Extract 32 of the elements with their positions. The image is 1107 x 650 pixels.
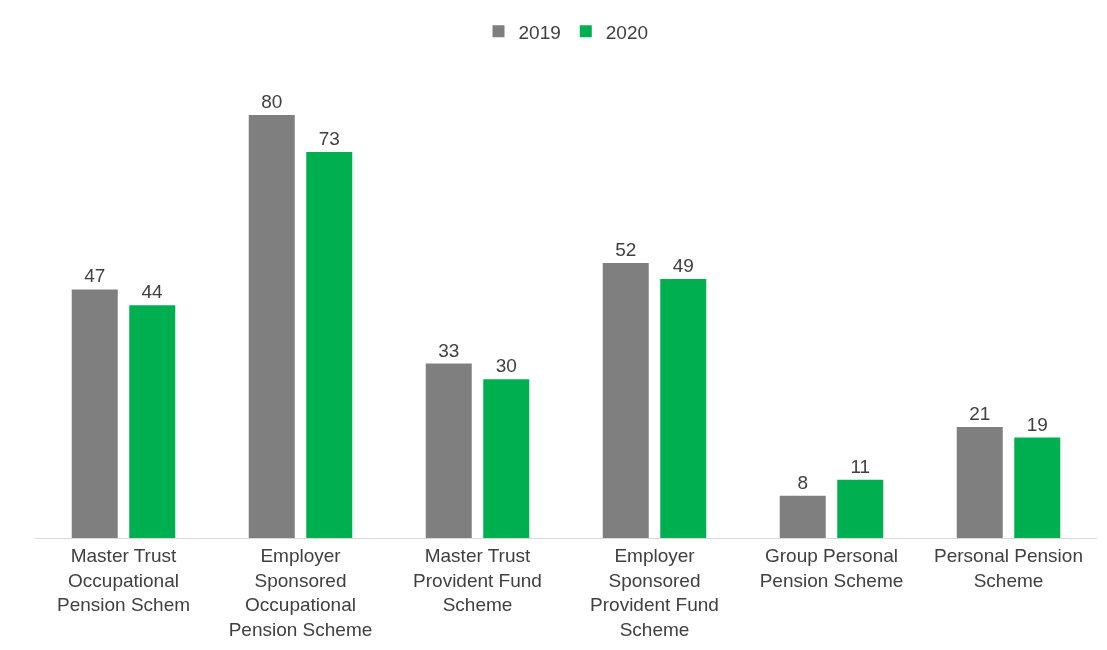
data-label: 80 — [261, 90, 283, 112]
x-tick-label: Employer Sponsored Occupational Pension Scheme — [228, 544, 373, 640]
legend-label: 2020 — [605, 21, 649, 43]
data-label: 21 — [969, 402, 991, 424]
x-tick-label: Personal Pension Scheme — [934, 544, 1083, 591]
data-label: 30 — [495, 355, 517, 377]
bar — [248, 114, 295, 538]
bar — [956, 426, 1003, 538]
data-label: 33 — [438, 339, 460, 361]
data-label: 49 — [672, 254, 694, 276]
x-tick-label: Master Trust Occupational Pension Schem — [56, 544, 191, 616]
x-tick-label: Master Trust Provident Fund Scheme — [413, 544, 542, 616]
data-label: 11 — [850, 455, 871, 477]
data-label: 19 — [1026, 413, 1048, 435]
data-label: 8 — [797, 471, 809, 493]
data-label: 44 — [141, 281, 164, 303]
x-tick-label: Group Personal Pension Scheme — [759, 544, 904, 591]
bar — [129, 305, 176, 538]
x-tick-label: Employer Sponsored Provident Fund Scheme — [590, 544, 719, 640]
bar — [1014, 437, 1061, 538]
data-label: 52 — [615, 239, 637, 261]
bar — [837, 479, 884, 538]
bar — [306, 152, 353, 538]
bar — [602, 263, 649, 538]
data-label: 73 — [318, 128, 340, 149]
bar — [71, 289, 118, 538]
legend-label: 2019 — [518, 21, 561, 43]
bar — [425, 363, 472, 538]
data-label: 47 — [84, 265, 106, 287]
bar — [779, 495, 826, 538]
bar — [483, 379, 530, 538]
bar — [660, 278, 707, 538]
